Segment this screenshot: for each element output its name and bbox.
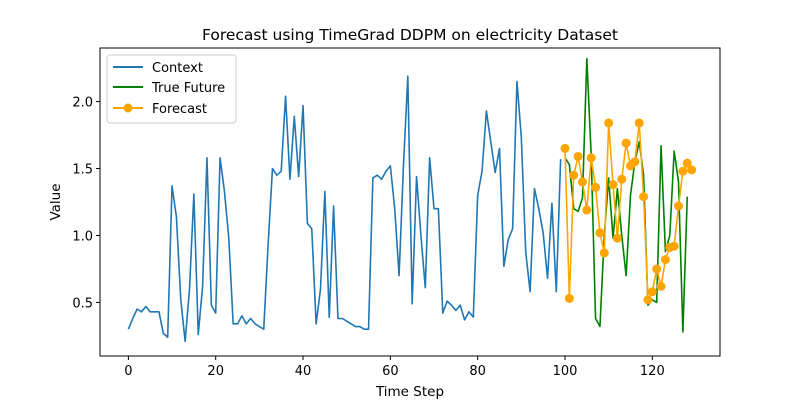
legend-box: [106, 54, 237, 124]
y-tick-label: 1.5: [72, 163, 93, 178]
x-tick-label: 0: [124, 364, 132, 379]
forecast-point: [612, 233, 622, 243]
y-tick-label: 2.0: [72, 96, 93, 111]
forecast-point: [621, 138, 631, 148]
series-line-context: [127, 75, 562, 343]
legend-label-forecast: Forecast: [152, 102, 207, 117]
forecast-point: [586, 153, 596, 163]
forecast-point: [608, 180, 618, 190]
x-tick-label: 20: [207, 364, 224, 379]
forecast-point: [630, 157, 640, 167]
forecast-point: [595, 228, 605, 238]
series-layer: [127, 57, 697, 343]
forecast-point: [599, 248, 609, 258]
legend-marker-forecast: [123, 103, 133, 113]
legend: Context True Future Forecast: [106, 54, 237, 124]
legend-label-true-future: True Future: [151, 81, 225, 96]
x-tick-label: 40: [295, 364, 312, 379]
y-tick-label: 1.0: [72, 229, 93, 244]
forecast-point: [660, 255, 670, 265]
forecast-point: [687, 165, 697, 175]
forecast-point: [639, 192, 649, 202]
forecast-point: [591, 182, 601, 192]
forecast-point: [577, 177, 587, 187]
forecast-point: [564, 293, 574, 303]
y-tick-label: 0.5: [72, 296, 93, 311]
x-tick-label: 80: [469, 364, 486, 379]
x-tick-label: 120: [640, 364, 665, 379]
forecast-point: [573, 151, 583, 161]
forecast-point: [669, 241, 679, 251]
x-tick-label: 60: [382, 364, 399, 379]
forecast-point: [647, 287, 657, 297]
forecast-point: [560, 143, 570, 153]
forecast-point: [656, 281, 666, 291]
forecast-point: [569, 170, 579, 180]
legend-label-context: Context: [152, 61, 203, 76]
forecast-point: [652, 264, 662, 274]
forecast-point: [643, 295, 653, 305]
x-axis-label: Time Step: [375, 384, 444, 400]
forecast-point: [678, 166, 688, 176]
forecast-point: [634, 118, 644, 128]
y-axis-label: Value: [48, 183, 64, 220]
forecast-point: [582, 205, 592, 215]
forecast-point: [617, 174, 627, 184]
forecast-point: [674, 201, 684, 211]
axis-ticks: 0 20 40 60 80 100 120 0.5 1.0 1.5 2.0: [72, 96, 664, 379]
chart-title: Forecast using TimeGrad DDPM on electric…: [202, 26, 618, 44]
x-tick-label: 100: [553, 364, 578, 379]
plot-frame: [99, 47, 721, 357]
forecast-point: [682, 158, 692, 168]
forecast-point: [604, 118, 614, 128]
